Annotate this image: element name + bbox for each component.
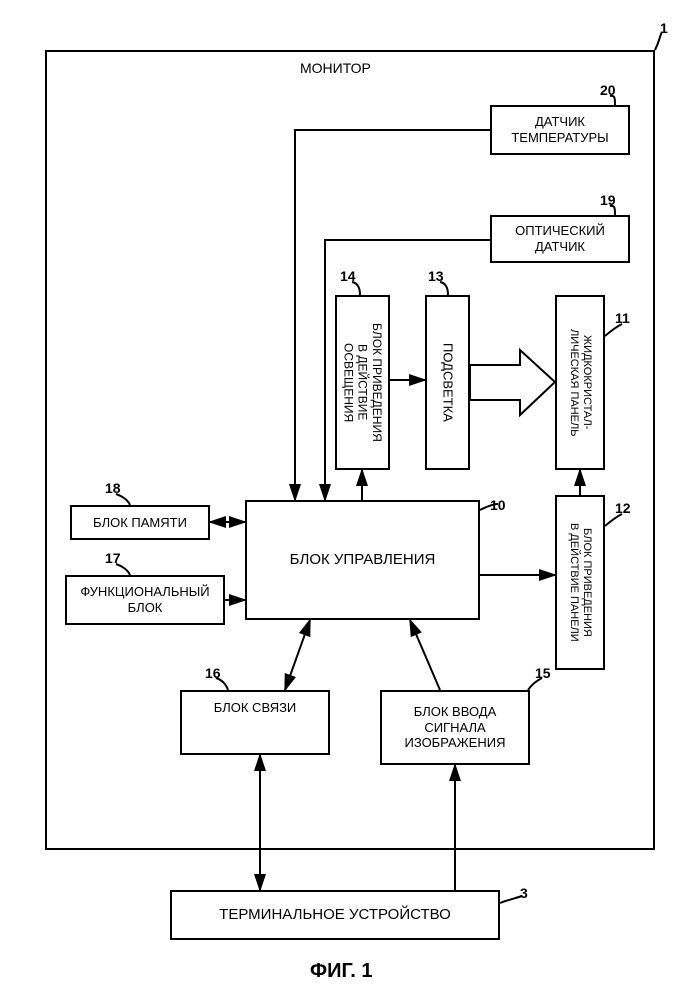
ref-14: 14 (340, 268, 356, 284)
ref-15: 15 (535, 665, 551, 681)
ref-19: 19 (600, 192, 616, 208)
ref-3: 3 (520, 885, 528, 901)
ref-12: 12 (615, 500, 631, 516)
optical-sensor-block: ОПТИЧЕСКИЙ ДАТЧИК (490, 215, 630, 263)
ref-20: 20 (600, 82, 616, 98)
ref-1: 1 (660, 20, 668, 36)
terminal-block: ТЕРМИНАЛЬНОЕ УСТРОЙСТВО (170, 890, 500, 940)
ref-17: 17 (105, 550, 121, 566)
memory-block: БЛОК ПАМЯТИ (70, 505, 210, 540)
diagram-canvas: МОНИТОР 1 ДАТЧИК ТЕМПЕРАТУРЫ 20 ОПТИЧЕСК… (10, 10, 676, 990)
img-input-block: БЛОК ВВОДА СИГНАЛА ИЗОБРАЖЕНИЯ (380, 690, 530, 765)
control-block: БЛОК УПРАВЛЕНИЯ (245, 500, 480, 620)
ref-11: 11 (615, 310, 630, 326)
figure-caption: ФИГ. 1 (310, 960, 373, 983)
monitor-label: МОНИТОР (300, 60, 371, 76)
ref-16: 16 (205, 665, 221, 681)
comm-block: БЛОК СВЯЗИ (180, 690, 330, 755)
lcd-panel-block: ЖИДКОКРИСТАЛ- ЛИЧЕСКАЯ ПАНЕЛЬ (555, 295, 605, 470)
temp-sensor-block: ДАТЧИК ТЕМПЕРАТУРЫ (490, 105, 630, 155)
backlight-block: ПОДСВЕТКА (425, 295, 470, 470)
panel-drive-block: БЛОК ПРИВЕДЕНИЯ В ДЕЙСТВИЕ ПАНЕЛИ (555, 495, 605, 670)
ref-10: 10 (490, 497, 506, 513)
ref-13: 13 (428, 268, 444, 284)
func-block: ФУНКЦИОНАЛЬНЫЙ БЛОК (65, 575, 225, 625)
light-drive-block: БЛОК ПРИВЕДЕНИЯ В ДЕЙСТВИЕ ОСВЕЩЕНИЯ (335, 295, 390, 470)
ref-18: 18 (105, 480, 121, 496)
